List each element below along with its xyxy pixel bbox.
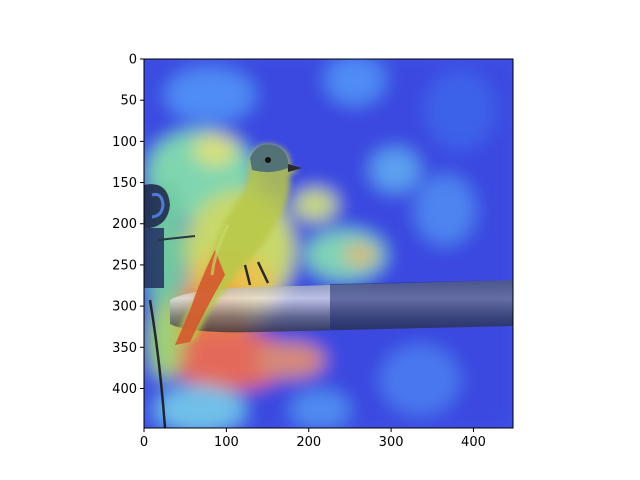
pipe [170,280,513,333]
x-tick-label: 300 [379,435,404,450]
clamp-hardware [144,184,196,428]
y-tick-label: 0 [129,53,137,68]
heatmap-overlay [144,59,513,428]
y-tick-label: 350 [112,341,137,356]
x-tick-label: 200 [296,435,321,450]
x-tick-label: 100 [214,435,239,450]
y-tick-label: 300 [112,300,137,315]
y-tick-label: 200 [112,217,137,232]
y-axis: 0 50 100 150 200 250 300 350 400 [112,53,144,397]
y-tick-label: 150 [112,176,137,191]
plot-area [144,59,513,428]
y-tick-label: 100 [112,135,137,150]
bird [175,144,302,345]
y-tick-label: 50 [120,94,137,109]
x-tick-label: 400 [461,435,486,450]
y-tick-label: 400 [112,382,137,397]
x-axis: 0 100 200 300 400 [140,428,486,450]
x-tick-label: 0 [140,435,148,450]
y-tick-label: 250 [112,258,137,273]
plot-frame [143,58,514,429]
